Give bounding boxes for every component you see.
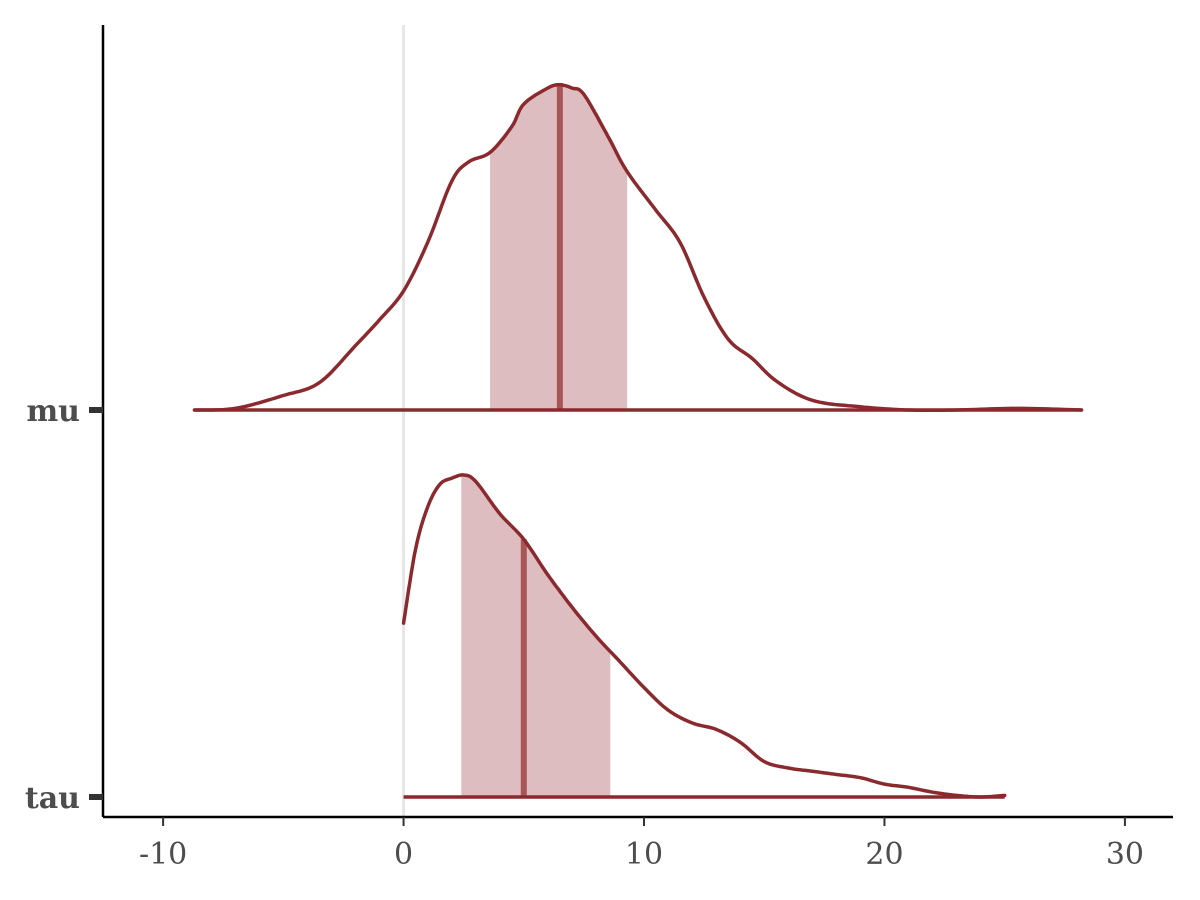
x-tick-label: 20 — [865, 837, 903, 872]
x-tick-label: 0 — [394, 837, 413, 872]
mu-density-curve — [192, 83, 1084, 413]
x-tick-label: -10 — [139, 837, 187, 872]
x-tick-label: 10 — [625, 837, 663, 872]
y-tick-label-mu: mu — [26, 394, 80, 429]
x-tick-label: 30 — [1106, 837, 1144, 872]
ridge-tau — [401, 473, 1007, 799]
y-tick-label-tau: tau — [25, 781, 80, 816]
ridge-mu — [192, 83, 1084, 413]
tau-density-curve — [401, 473, 1007, 799]
tau-interval-area — [461, 474, 611, 797]
